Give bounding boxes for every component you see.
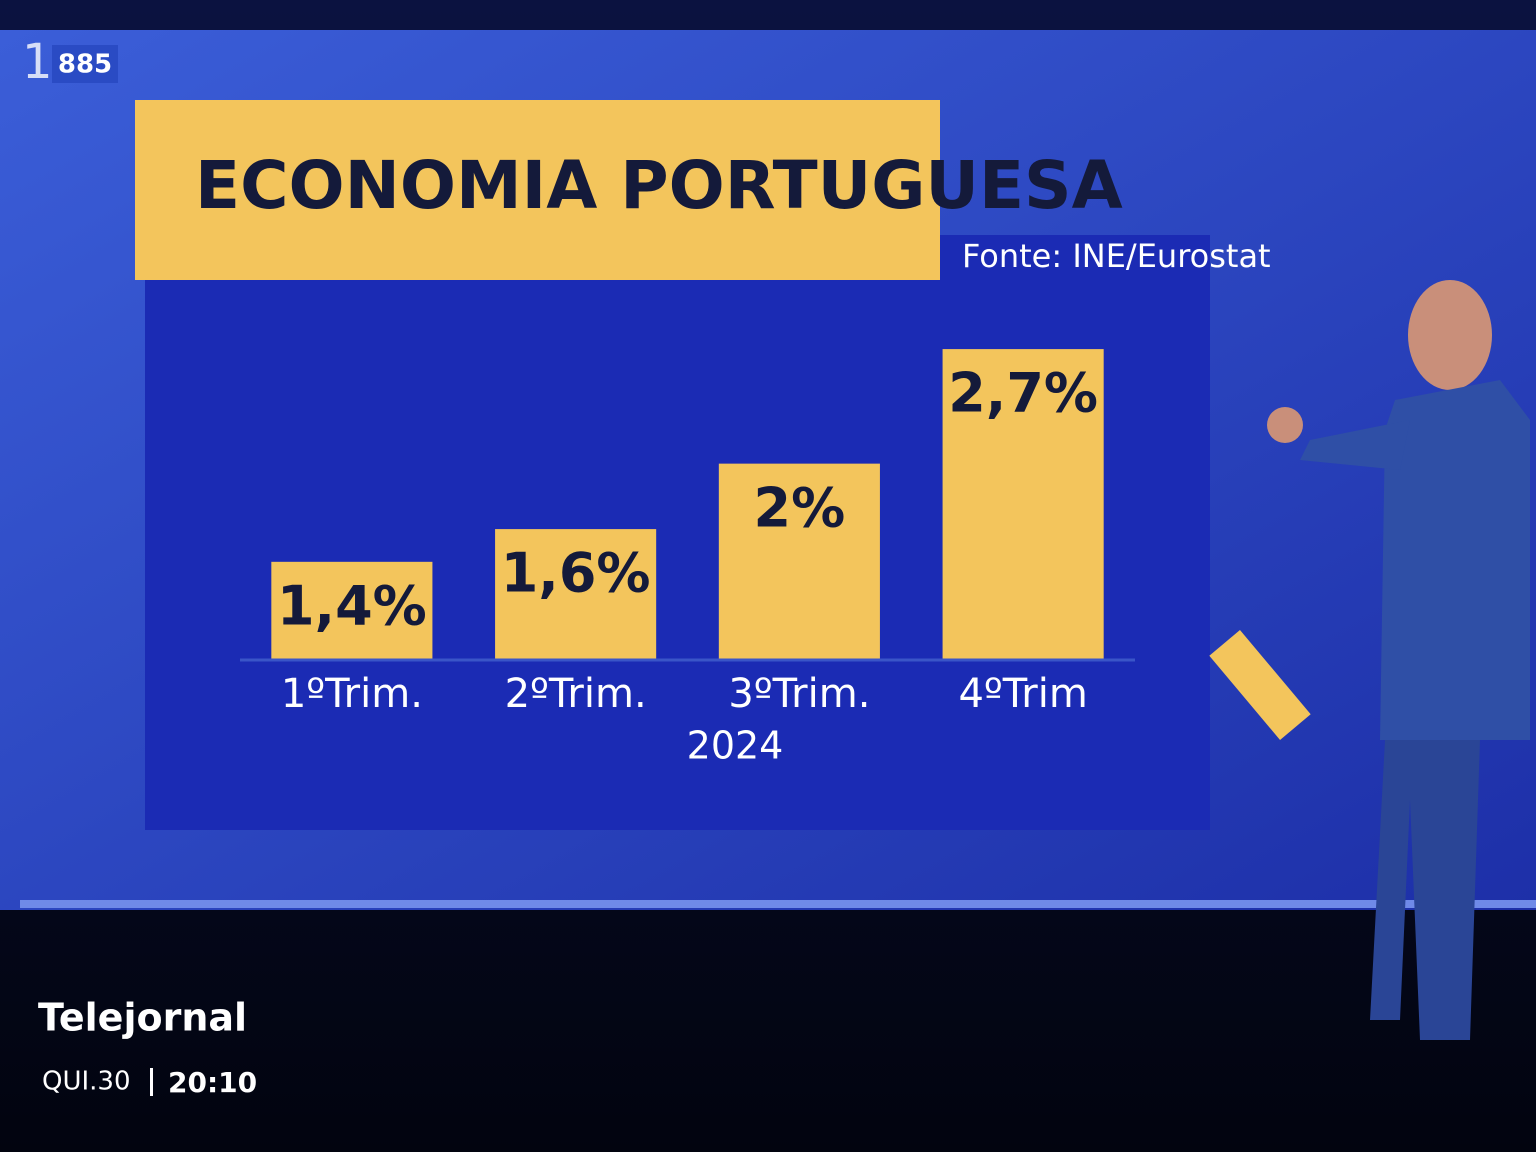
x-tick-label: 2ºTrim. (505, 671, 647, 717)
presenter (1209, 280, 1530, 1040)
value-label: 1,6% (501, 542, 651, 605)
program-name: Telejornal (38, 996, 247, 1040)
x-tick-label: 3ºTrim. (728, 671, 870, 717)
program-time: 20:10 (168, 1066, 257, 1099)
program-day: QUI.30 (42, 1067, 131, 1097)
value-label: 2% (754, 476, 846, 539)
bar (942, 349, 1104, 660)
channel-number: 885 (58, 50, 112, 80)
separator (150, 1068, 153, 1096)
chart-title: ECONOMIA PORTUGUESA (195, 147, 1123, 224)
bar (271, 561, 433, 660)
channel-logo: 1 (22, 34, 53, 90)
chart-source: Fonte: INE/Eurostat (962, 237, 1271, 275)
bar (495, 529, 657, 660)
channel-number-box (52, 45, 118, 83)
bar (718, 463, 880, 660)
x-tick-label: 4ºTrim (958, 671, 1087, 717)
title-banner (135, 100, 940, 280)
x-tick-label: 1ºTrim. (281, 671, 423, 717)
value-label: 1,4% (277, 574, 427, 637)
wall-edge (20, 900, 1536, 908)
x-axis-label: 2024 (687, 724, 784, 768)
value-label: 2,7% (948, 362, 1098, 425)
